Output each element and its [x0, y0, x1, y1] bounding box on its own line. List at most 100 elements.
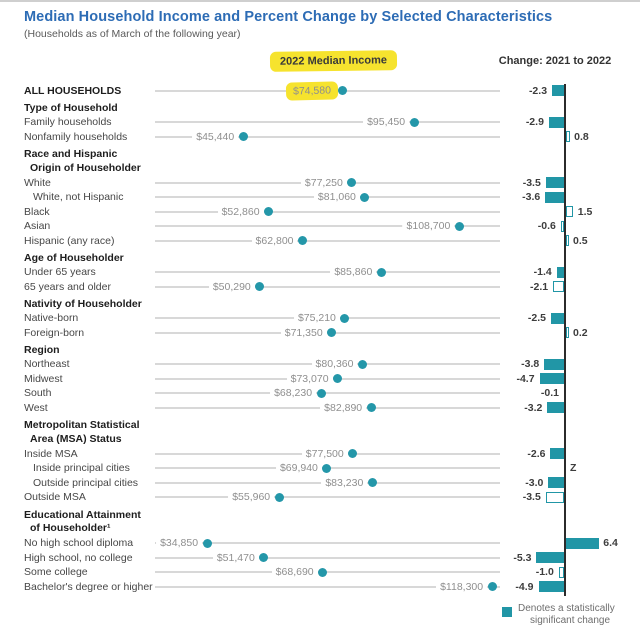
income-line — [155, 271, 500, 273]
category-label: Inside MSA — [24, 447, 78, 460]
income-value: $73,070 — [286, 371, 333, 386]
category-label: Northeast — [24, 358, 70, 370]
change-value: -3.2 — [524, 401, 543, 414]
change-bar — [565, 235, 569, 246]
change-value: -2.5 — [527, 312, 546, 324]
change-value: -4.9 — [515, 580, 534, 593]
change-bar — [560, 220, 564, 232]
change-bar — [565, 327, 569, 338]
category-label: White, not Hispanic — [33, 191, 124, 203]
income-dot — [358, 359, 367, 369]
income-line — [155, 121, 500, 123]
change-value: -0.6 — [537, 220, 556, 232]
income-dot — [318, 567, 328, 577]
income-value: $51,470 — [212, 550, 259, 565]
section-label-line: Origin of Householder — [30, 161, 141, 174]
income-value: $77,250 — [300, 175, 347, 190]
income-value: $108,700 — [402, 219, 455, 233]
change-value: -0.1 — [540, 387, 559, 399]
change-bar — [536, 552, 564, 563]
income-dot — [202, 538, 212, 548]
income-dot — [367, 478, 377, 487]
income-value: $69,940 — [275, 461, 322, 475]
income-value: $74,580 — [285, 80, 338, 101]
category-label: Inside principal cities — [33, 462, 130, 474]
income-value: $77,500 — [301, 446, 348, 461]
change-value: -2.3 — [528, 84, 548, 97]
income-line — [155, 571, 500, 573]
section-label: Region — [24, 344, 60, 358]
change-bar — [545, 177, 564, 188]
change-bar — [565, 131, 570, 142]
change-bar — [556, 266, 564, 278]
change-value: -2.1 — [529, 280, 549, 293]
income-dot — [376, 267, 386, 277]
income-dot — [338, 86, 348, 95]
change-bar — [550, 448, 564, 459]
top-border — [0, 0, 640, 2]
category-label: No high school diploma — [24, 537, 134, 549]
income-dot — [322, 463, 332, 473]
change-value: -2.6 — [527, 447, 546, 460]
income-value: $83,230 — [321, 475, 368, 490]
income-dot — [316, 388, 326, 398]
income-value: $45,440 — [192, 129, 239, 144]
change-bar — [548, 116, 564, 128]
income-value: $71,350 — [280, 325, 327, 340]
change-bar — [551, 312, 564, 324]
section-label: Race and Hispanic Origin of Householder — [24, 148, 141, 175]
income-line — [155, 556, 500, 559]
change-value: -3.5 — [522, 491, 541, 503]
change-value: 1.5 — [577, 205, 593, 218]
category-label: Native-born — [24, 312, 79, 324]
income-dot — [340, 313, 350, 323]
income-line — [155, 239, 500, 242]
change-bar — [548, 477, 564, 488]
income-value: $68,690 — [271, 565, 318, 579]
change-value: -4.7 — [516, 372, 535, 385]
income-line — [155, 210, 500, 213]
category-label: ALL HOUSEHOLDS — [24, 84, 122, 97]
category-label: Outside MSA — [24, 491, 86, 503]
section-label-line: Area (MSA) Status — [30, 432, 122, 445]
income-dot — [360, 192, 370, 202]
income-dot — [255, 282, 265, 291]
category-label: Asian — [24, 220, 51, 232]
change-bar — [538, 581, 564, 592]
change-bar — [544, 358, 564, 370]
section-label: Type of Household — [24, 102, 118, 116]
income-line — [155, 225, 500, 227]
change-value: -2.9 — [525, 116, 544, 128]
change-value: -3.5 — [522, 176, 541, 189]
change-value: -1.4 — [533, 266, 552, 278]
change-bar — [545, 191, 564, 203]
category-label: Black — [24, 205, 50, 218]
income-line — [155, 135, 500, 138]
change-value: -3.6 — [522, 191, 541, 203]
income-line — [155, 542, 500, 544]
change-bar — [565, 206, 574, 217]
income-dot — [487, 582, 497, 591]
category-label: Midwest — [24, 372, 63, 385]
income-line — [155, 496, 500, 498]
income-dot — [347, 178, 357, 187]
income-dot — [348, 449, 358, 458]
section-label-line: Age of Householder — [24, 252, 124, 264]
income-dot — [409, 117, 419, 127]
income-value: $80,360 — [311, 357, 358, 371]
income-dot — [238, 132, 248, 141]
category-label: White — [24, 176, 51, 189]
income-value: $118,300 — [436, 579, 488, 594]
section-label: Metropolitan Statistical Area (MSA) Statu… — [24, 419, 140, 446]
significant-change-swatch-icon — [502, 607, 512, 617]
category-label: Under 65 years — [24, 266, 96, 278]
change-bar — [539, 373, 564, 384]
income-value: $34,850 — [156, 536, 203, 550]
legend-text: Denotes a statistically significant chan… — [518, 603, 615, 626]
income-value: $82,890 — [320, 400, 367, 415]
change-bar — [552, 85, 564, 96]
income-dot — [298, 236, 308, 245]
page-subtitle: (Households as of March of the following… — [24, 28, 241, 40]
category-label: 65 years and older — [24, 280, 111, 293]
category-label: Foreign-born — [24, 326, 85, 339]
